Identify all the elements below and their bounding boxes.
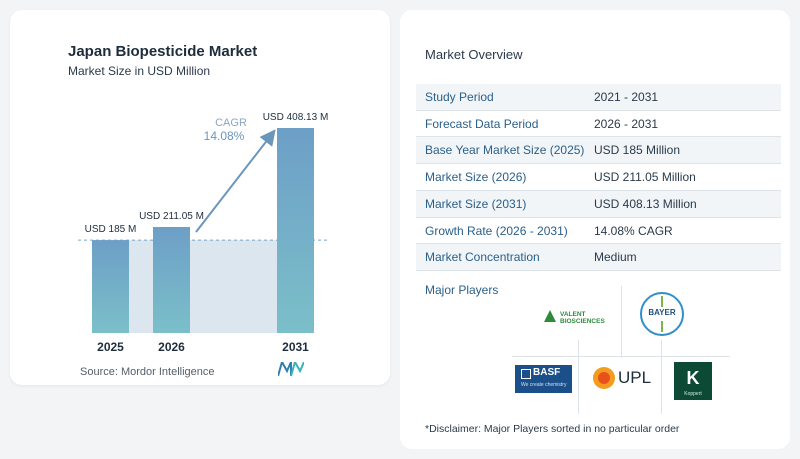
overview-row-value: USD 185 Million [594, 143, 681, 158]
row-divider [416, 109, 781, 111]
chart-subtitle: Market Size in USD Million [68, 64, 211, 78]
value-label: USD 185 M [85, 224, 137, 235]
koppert-logo: K Koppert [674, 362, 712, 400]
row-divider [416, 163, 781, 165]
overview-title: Market Overview [425, 47, 523, 62]
overview-row-label: Study Period [425, 90, 494, 104]
mordor-logo-icon [278, 362, 304, 376]
grid-divider [661, 340, 662, 414]
upl-sun-icon [593, 367, 615, 389]
cagr-value: 14.08% [204, 129, 245, 143]
bayer-logo: BAYER [640, 292, 684, 336]
chart-title: Japan Biopesticide Market [68, 43, 258, 60]
valent-logo: VALENT BIOSCIENCES [542, 306, 620, 328]
valent-leaf-icon [544, 310, 556, 322]
overview-row-value: USD 408.13 Million [594, 196, 697, 211]
category-label: 2025 [97, 340, 124, 354]
overview-row-label: Growth Rate (2026 - 2031) [425, 223, 568, 238]
overview-row: Growth Rate (2026 - 2031) 14.08% CAGR [416, 218, 781, 244]
basf-logo: BASF We create chemistry [515, 365, 572, 393]
row-divider [416, 136, 781, 138]
value-label: USD 408.13 M [263, 112, 329, 123]
bar-2026 [153, 226, 190, 333]
disclaimer: *Disclaimer: Major Players sorted in no … [425, 423, 680, 435]
upl-logo: UPL [592, 363, 654, 393]
category-label: 2031 [282, 340, 309, 354]
overview-row-value: Medium [594, 250, 637, 265]
cagr-arrow [195, 129, 276, 233]
row-divider [416, 243, 781, 245]
overview-row-value: USD 211.05 Million [594, 170, 696, 185]
major-players-label: Major Players [425, 283, 499, 297]
overview-row-label: Base Year Market Size (2025) [425, 143, 585, 158]
grid-divider [512, 356, 730, 357]
row-divider [416, 189, 781, 191]
overview-row: Market Size (2031) USD 408.13 Million [416, 190, 781, 217]
overview-row: Forecast Data Period 2026 - 2031 [416, 111, 781, 137]
overview-row-value: 2026 - 2031 [594, 116, 659, 131]
bar-chart: USD 185 M 2025 USD 211.05 M 2026 USD 408.13 … [78, 112, 329, 354]
overview-row-label: Market Size (2031) [425, 196, 527, 211]
bar-2025 [92, 240, 129, 333]
source-note: Source: Mordor Intelligence [80, 366, 215, 378]
overview-row: Market Size (2026) USD 211.05 Million [416, 164, 781, 190]
overview-row-value: 2021 - 2031 [594, 90, 659, 104]
overview-row: Market Concentration Medium [416, 244, 781, 271]
row-divider [416, 216, 781, 218]
overview-row-label: Market Size (2026) [425, 170, 527, 185]
overview-row: Study Period 2021 - 2031 [416, 84, 781, 110]
overview-row-label: Forecast Data Period [425, 116, 539, 131]
row-divider [416, 269, 781, 271]
category-label: 2026 [158, 340, 185, 354]
cagr-label: CAGR [215, 117, 247, 129]
basf-square-icon [521, 369, 531, 379]
overview-row-value: 14.08% CAGR [594, 223, 673, 238]
overview-row: Base Year Market Size (2025) USD 185 Mill… [416, 137, 781, 164]
bar-2031 [277, 128, 314, 333]
value-label: USD 211.05 M [139, 211, 204, 222]
grid-divider [578, 340, 579, 414]
overview-row-label: Market Concentration [425, 250, 540, 265]
grid-divider [621, 286, 622, 358]
